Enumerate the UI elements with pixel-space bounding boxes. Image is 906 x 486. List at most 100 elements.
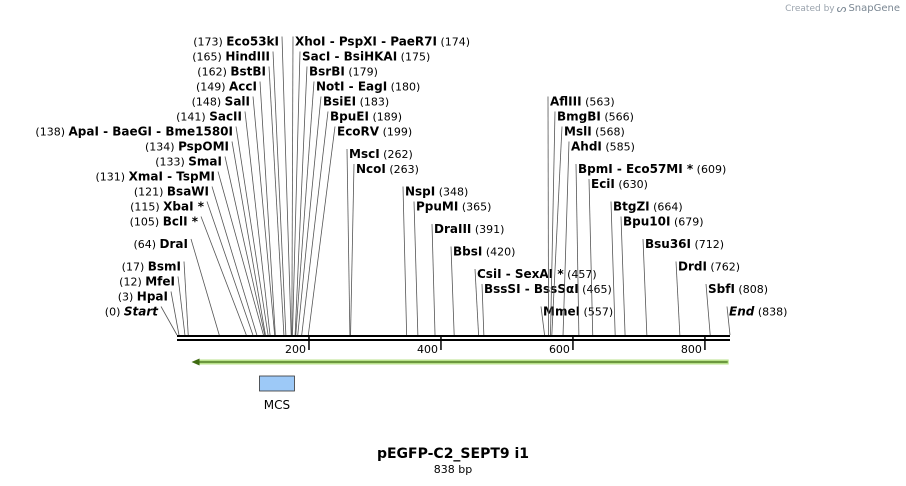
site-label[interactable]: MmeI (557): [543, 305, 613, 319]
site-label[interactable]: BsiEI (183): [323, 95, 389, 109]
site-ecorv[interactable]: EcoRV (199): [307, 125, 412, 336]
site-label[interactable]: DrdI (762): [678, 260, 740, 274]
site-label[interactable]: BmgBI (566): [557, 110, 634, 124]
site-label[interactable]: BtgZI (664): [613, 200, 683, 214]
site-mmei[interactable]: MmeI (557): [540, 305, 613, 336]
site-label[interactable]: (173) Eco53kI: [193, 35, 279, 49]
site-bsiei[interactable]: BsiEI (183): [297, 95, 389, 336]
site-ncoi[interactable]: NcoI (263): [350, 162, 419, 336]
site-label[interactable]: CsiI - SexAI * (457): [477, 267, 597, 281]
site-bsawi[interactable]: (121) BsaWI: [134, 185, 258, 336]
site-label[interactable]: (138) ApaI - BaeGI - Bme1580I: [35, 125, 233, 139]
site-bsmi[interactable]: (17) BsmI: [122, 260, 189, 336]
site-label[interactable]: (17) BsmI: [122, 260, 181, 274]
site-label[interactable]: NspI (348): [405, 185, 468, 199]
site-position: (121): [134, 186, 167, 199]
site-position: (174): [437, 36, 470, 49]
site-label[interactable]: (115) XbaI *: [130, 200, 205, 214]
site-label[interactable]: (3) HpaI: [118, 290, 168, 304]
site-position: (12): [119, 276, 145, 289]
site-ahdi[interactable]: AhdI (585): [562, 140, 635, 336]
site-position: (199): [379, 126, 412, 139]
site-label[interactable]: (131) XmaI - TspMI: [96, 170, 215, 184]
site-msci[interactable]: MscI (262): [346, 147, 413, 336]
site-label[interactable]: BbsI (420): [453, 245, 515, 259]
site-mfei[interactable]: (12) MfeI: [119, 275, 186, 336]
site-label[interactable]: AflIII (563): [550, 95, 615, 109]
site-label[interactable]: (64) DraI: [133, 237, 188, 251]
site-leader-line: [301, 111, 329, 336]
site-label[interactable]: BssSI - BssSαI (465): [484, 282, 612, 296]
site-label[interactable]: (148) SalI: [192, 95, 250, 109]
site-label[interactable]: (162) BstBI: [197, 65, 266, 79]
site-label[interactable]: End (838): [729, 305, 787, 319]
site-xmai[interactable]: (131) XmaI - TspMI: [96, 170, 264, 336]
site-msli[interactable]: MslI (568): [551, 125, 625, 336]
site-acci[interactable]: (149) AccI: [196, 80, 276, 336]
site-label[interactable]: BpmI - Eco57MI * (609): [578, 162, 726, 176]
site-start[interactable]: (0) Start: [105, 305, 178, 336]
site-bpuei[interactable]: BpuEI (189): [301, 110, 402, 336]
site-xbai[interactable]: (115) XbaI *: [130, 200, 254, 336]
site-label[interactable]: Bsu36I (712): [645, 237, 724, 251]
site-label[interactable]: DraIII (391): [434, 222, 504, 236]
site-sali[interactable]: (148) SalI: [192, 95, 276, 336]
site-drai[interactable]: (64) DraI: [133, 237, 220, 336]
site-label[interactable]: PpuMI (365): [416, 200, 491, 214]
site-label[interactable]: (165) HindIII: [192, 50, 270, 64]
site-bsu36i[interactable]: Bsu36I (712): [642, 237, 724, 336]
site-hindiii[interactable]: (165) HindIII: [192, 50, 287, 336]
site-label[interactable]: EciI (630): [591, 177, 648, 191]
site-ppumi[interactable]: PpuMI (365): [413, 200, 491, 336]
site-hpai[interactable]: (3) HpaI: [118, 290, 180, 336]
site-label[interactable]: (149) AccI: [196, 80, 257, 94]
site-afliii[interactable]: AflIII (563): [547, 95, 615, 336]
site-label[interactable]: NotI - EagI (180): [316, 80, 420, 94]
site-label[interactable]: BpuEI (189): [330, 110, 402, 124]
site-label[interactable]: (141) SacII: [176, 110, 242, 124]
enzyme-name: BsmI: [148, 260, 181, 274]
site-label[interactable]: NcoI (263): [356, 162, 419, 176]
site-end[interactable]: End (838): [726, 305, 787, 336]
site-sbfi[interactable]: SbfI (808): [705, 282, 768, 336]
site-saci[interactable]: SacI - BsiHKAI (175): [292, 50, 430, 336]
site-bstbi[interactable]: (162) BstBI: [197, 65, 285, 336]
site-position: (133): [155, 156, 188, 169]
site-label[interactable]: (0) Start: [105, 305, 159, 319]
site-label[interactable]: BsrBI (179): [309, 65, 378, 79]
site-label[interactable]: MscI (262): [349, 147, 413, 161]
site-label[interactable]: (105) BclI *: [130, 215, 199, 229]
site-btgzi[interactable]: BtgZI (664): [610, 200, 683, 336]
site-drdi[interactable]: DrdI (762): [675, 260, 740, 336]
site-bpu10i[interactable]: Bpu10I (679): [620, 215, 704, 336]
site-label[interactable]: (134) PspOMI: [145, 140, 229, 154]
site-label[interactable]: SacI - BsiHKAI (175): [302, 50, 430, 64]
site-leader-line: [588, 178, 594, 336]
site-label[interactable]: (12) MfeI: [119, 275, 175, 289]
snapgene-branding: Created by ᔕ SnapGene: [785, 2, 900, 15]
site-label[interactable]: (133) SmaI: [155, 155, 222, 169]
site-label[interactable]: Bpu10I (679): [623, 215, 704, 229]
site-pspomi[interactable]: (134) PspOMI: [145, 140, 266, 336]
site-bpmi[interactable]: BpmI - Eco57MI * (609): [575, 162, 726, 336]
site-label[interactable]: SbfI (808): [708, 282, 768, 296]
site-label[interactable]: XhoI - PspXI - PaeR7I (174): [295, 35, 470, 49]
site-sacii[interactable]: (141) SacII: [176, 110, 271, 336]
site-apai[interactable]: (138) ApaI - BaeGI - Bme1580I: [35, 125, 269, 336]
site-label[interactable]: EcoRV (199): [337, 125, 412, 139]
site-bsrbi[interactable]: BsrBI (179): [294, 65, 378, 336]
site-xhoi[interactable]: XhoI - PspXI - PaeR7I (174): [291, 35, 470, 336]
site-label[interactable]: AhdI (585): [571, 140, 635, 154]
site-bcli[interactable]: (105) BclI *: [130, 215, 247, 336]
site-eco53ki[interactable]: (173) Eco53kI: [193, 35, 292, 336]
site-leader-line: [297, 96, 322, 336]
site-label[interactable]: MslI (568): [564, 125, 625, 139]
site-noti[interactable]: NotI - EagI (180): [295, 80, 420, 336]
site-bbsi[interactable]: BbsI (420): [450, 245, 515, 336]
site-label[interactable]: (121) BsaWI: [134, 185, 209, 199]
site-bmgbi[interactable]: BmgBI (566): [550, 110, 634, 336]
site-draiii[interactable]: DraIII (391): [431, 222, 504, 336]
site-nspi[interactable]: NspI (348): [402, 185, 468, 336]
site-ecii[interactable]: EciI (630): [588, 177, 648, 336]
site-smai[interactable]: (133) SmaI: [155, 155, 266, 336]
